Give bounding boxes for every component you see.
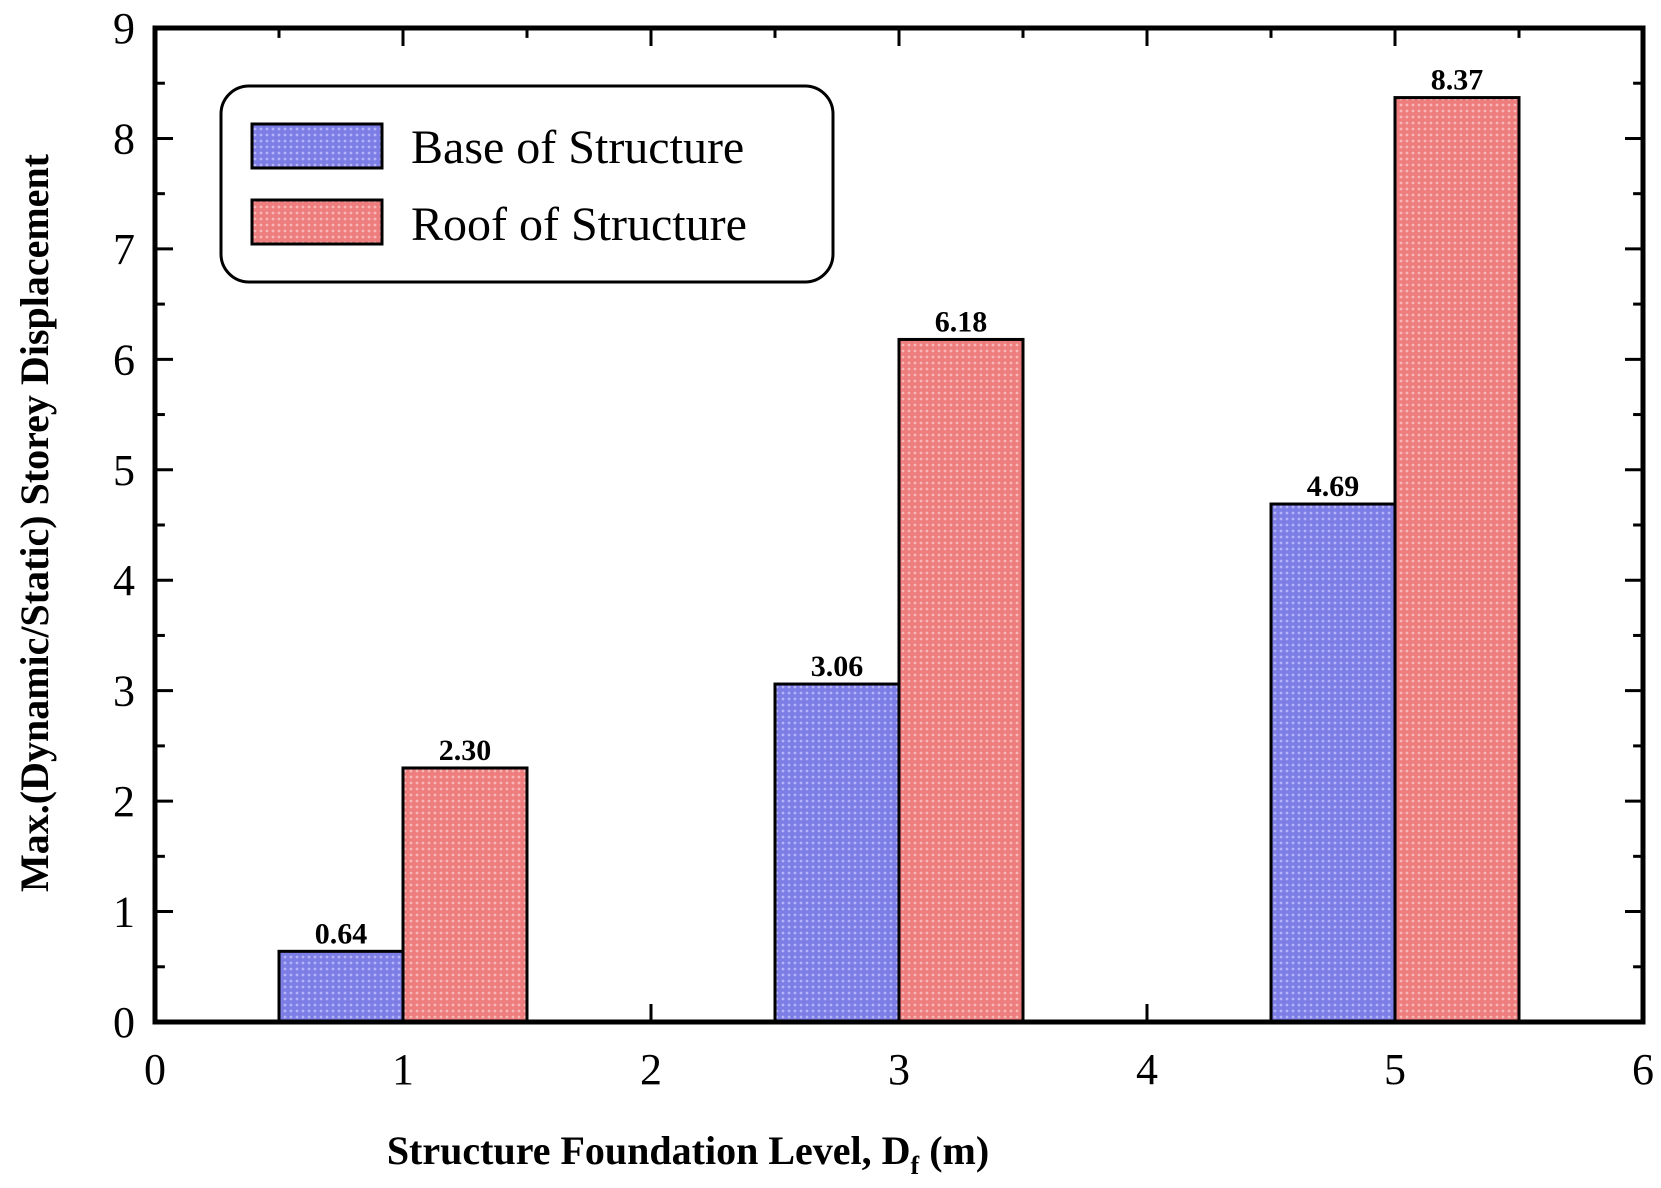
axis-tick-labels: 0 1 2 3 4 5 6 0 1 2 3 4 5 6 7 8 9 bbox=[113, 4, 1654, 1094]
x-tick-label: 6 bbox=[1632, 1045, 1654, 1094]
y-tick-label: 8 bbox=[113, 114, 135, 163]
x-axis-title-main: Structure Foundation Level, D bbox=[387, 1128, 911, 1173]
legend: Base of Structure Roof of Structure bbox=[219, 84, 835, 284]
x-axis-title: Structure Foundation Level, Df (m) bbox=[387, 1128, 989, 1180]
bar-base-of-structure-3 bbox=[773, 682, 901, 1024]
x-tick-label: 0 bbox=[144, 1045, 166, 1094]
y-tick-label: 4 bbox=[113, 556, 135, 605]
x-tick-label: 3 bbox=[888, 1045, 910, 1094]
y-tick-label: 6 bbox=[113, 335, 135, 384]
y-tick-label: 5 bbox=[113, 446, 135, 495]
bar-value-label: 8.37 bbox=[1431, 64, 1484, 97]
legend-swatch-roof bbox=[250, 198, 384, 246]
legend-label-base: Base of Structure bbox=[411, 121, 744, 174]
x-tick-label: 1 bbox=[392, 1045, 414, 1094]
y-tick-label: 1 bbox=[113, 888, 135, 937]
plot-frame bbox=[152, 25, 1646, 1025]
x-axis-title-unit: (m) bbox=[919, 1128, 989, 1173]
bar-roof-of-structure-5 bbox=[1393, 96, 1521, 1024]
bar-value-label: 4.69 bbox=[1307, 470, 1360, 503]
y-tick-label: 3 bbox=[113, 667, 135, 716]
x-axis-title-subscript: f bbox=[911, 1151, 920, 1180]
bar-value-label: 6.18 bbox=[935, 305, 988, 338]
y-tick-label: 9 bbox=[113, 4, 135, 53]
y-tick-label: 2 bbox=[113, 777, 135, 826]
y-axis-title: Max.(Dynamic/Static) Storey Displacement bbox=[12, 153, 57, 892]
legend-box bbox=[219, 84, 835, 284]
bar-value-label: 0.64 bbox=[315, 917, 368, 950]
bars-group bbox=[277, 96, 1521, 1024]
x-tick-label: 5 bbox=[1384, 1045, 1406, 1094]
bar-value-labels: 0.64 3.06 4.69 2.30 6.18 8.37 bbox=[315, 64, 1484, 951]
bar-value-label: 3.06 bbox=[811, 650, 864, 683]
bar-base-of-structure-1 bbox=[277, 949, 405, 1024]
bar-roof-of-structure-1 bbox=[401, 766, 529, 1024]
x-tick-label: 4 bbox=[1136, 1045, 1158, 1094]
y-tick-label: 0 bbox=[113, 998, 135, 1047]
bar-base-of-structure-5 bbox=[1269, 502, 1397, 1024]
legend-label-roof: Roof of Structure bbox=[411, 198, 747, 251]
x-tick-label: 2 bbox=[640, 1045, 662, 1094]
bar-value-label: 2.30 bbox=[439, 734, 492, 767]
bar-roof-of-structure-3 bbox=[897, 337, 1025, 1024]
legend-swatch-base bbox=[250, 122, 384, 170]
y-tick-label: 7 bbox=[113, 225, 135, 274]
